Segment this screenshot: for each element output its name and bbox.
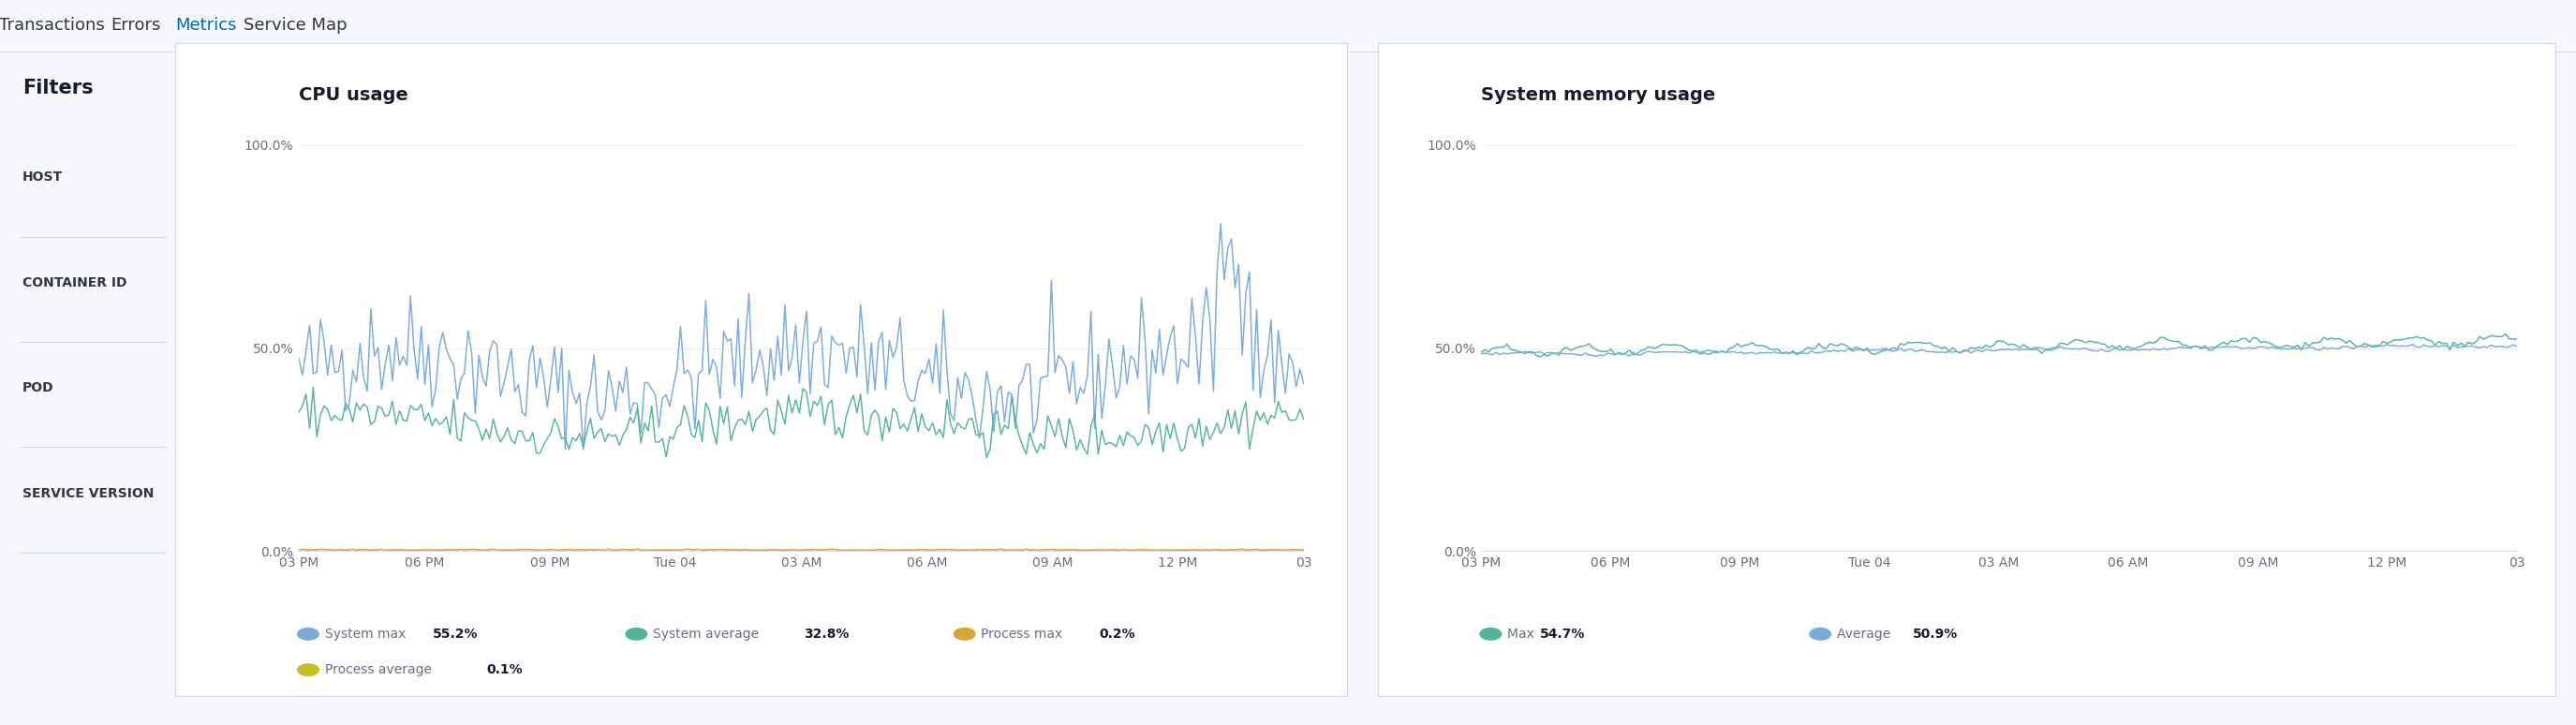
Circle shape xyxy=(953,628,976,640)
Text: 0.2%: 0.2% xyxy=(1100,627,1136,641)
Text: System memory usage: System memory usage xyxy=(1481,86,1716,104)
Circle shape xyxy=(626,628,647,640)
Text: POD: POD xyxy=(23,381,54,394)
Circle shape xyxy=(299,664,319,676)
Text: HOST: HOST xyxy=(23,170,62,184)
Text: Errors: Errors xyxy=(111,17,160,33)
Circle shape xyxy=(299,628,319,640)
Text: Transactions: Transactions xyxy=(0,17,103,33)
Text: System max: System max xyxy=(325,627,415,641)
Text: CPU usage: CPU usage xyxy=(299,86,407,104)
Text: CONTAINER ID: CONTAINER ID xyxy=(23,276,126,289)
Text: 0.1%: 0.1% xyxy=(487,663,523,676)
Text: Process average: Process average xyxy=(325,663,440,676)
Circle shape xyxy=(1481,628,1502,640)
Text: Service Map: Service Map xyxy=(242,17,348,33)
Circle shape xyxy=(1811,628,1832,640)
Text: SERVICE VERSION: SERVICE VERSION xyxy=(23,486,155,500)
Text: Average: Average xyxy=(1837,627,1899,641)
Text: System average: System average xyxy=(652,627,768,641)
Text: 54.7%: 54.7% xyxy=(1540,627,1584,641)
Text: Process max: Process max xyxy=(981,627,1072,641)
Text: 32.8%: 32.8% xyxy=(804,627,850,641)
Text: 55.2%: 55.2% xyxy=(433,627,479,641)
Text: 50.9%: 50.9% xyxy=(1911,627,1958,641)
Text: Max: Max xyxy=(1507,627,1543,641)
Text: Filters: Filters xyxy=(23,78,93,97)
Text: Metrics: Metrics xyxy=(175,17,237,33)
